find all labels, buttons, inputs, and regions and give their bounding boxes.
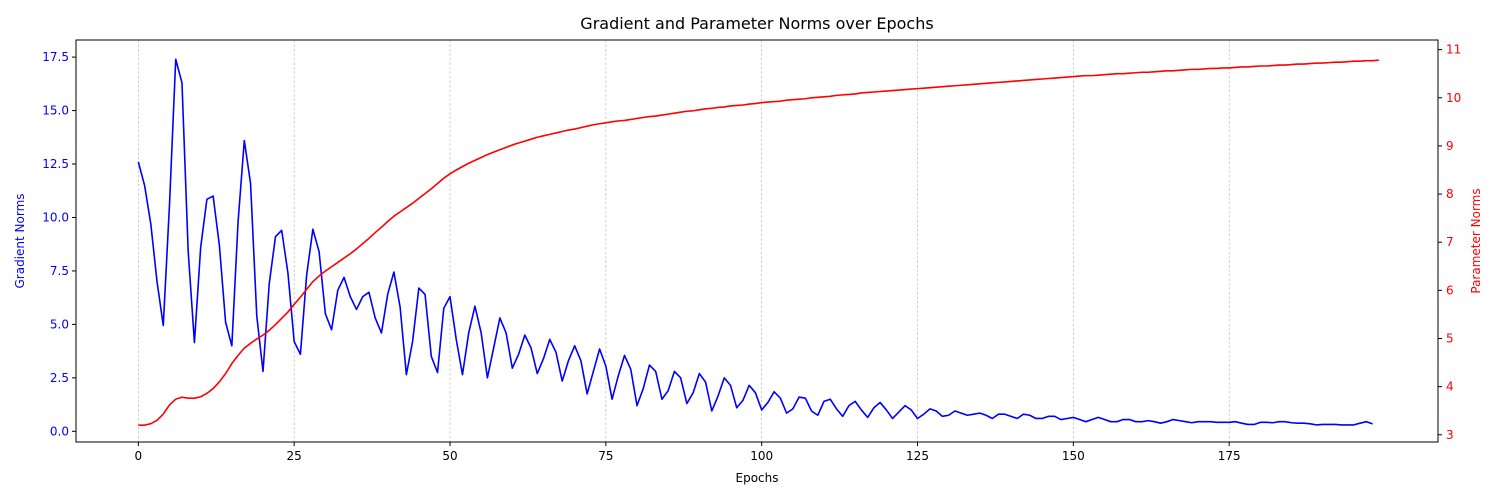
x-tick-label: 125 — [906, 449, 929, 463]
y-right-tick-label: 9 — [1446, 139, 1454, 153]
x-tick-label: 75 — [598, 449, 613, 463]
x-tick-label: 50 — [442, 449, 457, 463]
y-right-tick-label: 11 — [1446, 43, 1461, 57]
y-left-tick-label: 10.0 — [42, 210, 69, 224]
y-left-axis-label: Gradient Norms — [13, 193, 27, 288]
x-tick-label: 150 — [1062, 449, 1085, 463]
y-left-tick-label: 2.5 — [50, 371, 69, 385]
y-left-tick-label: 0.0 — [50, 424, 69, 438]
y-right-tick-label: 4 — [1446, 380, 1454, 394]
y-left-tick-label: 7.5 — [50, 264, 69, 278]
parameter-norm-line — [138, 59, 1379, 426]
chart-title: Gradient and Parameter Norms over Epochs — [580, 14, 933, 33]
plot-frame — [75, 39, 1439, 443]
y-right-tick-label: 7 — [1446, 235, 1454, 249]
y-left-tick-label: 5.0 — [50, 317, 69, 331]
series-layer — [137, 58, 1379, 426]
grid-lines — [138, 40, 1230, 442]
y-right-tick-label: 8 — [1446, 187, 1454, 201]
x-axis-label: Epochs — [736, 471, 779, 485]
y-right-tick-label: 10 — [1446, 91, 1461, 105]
y-right-tick-label: 6 — [1446, 283, 1454, 297]
axes: 0 25 50 75 100 125 150 1750.02.55.07.510.012.51… — [42, 43, 1461, 463]
x-tick-label: 0 — [135, 449, 143, 463]
x-tick-label: 175 — [1218, 449, 1241, 463]
y-right-tick-label: 3 — [1446, 428, 1454, 442]
x-tick-label: 25 — [287, 449, 302, 463]
gradient-norm-line — [137, 58, 1373, 426]
y-left-tick-label: 12.5 — [42, 157, 69, 171]
y-left-tick-label: 15.0 — [42, 104, 69, 118]
y-right-axis-label: Parameter Norms — [1469, 188, 1483, 293]
y-left-tick-label: 17.5 — [42, 50, 69, 64]
y-right-tick-label: 5 — [1446, 331, 1454, 345]
x-tick-label: 100 — [750, 449, 773, 463]
